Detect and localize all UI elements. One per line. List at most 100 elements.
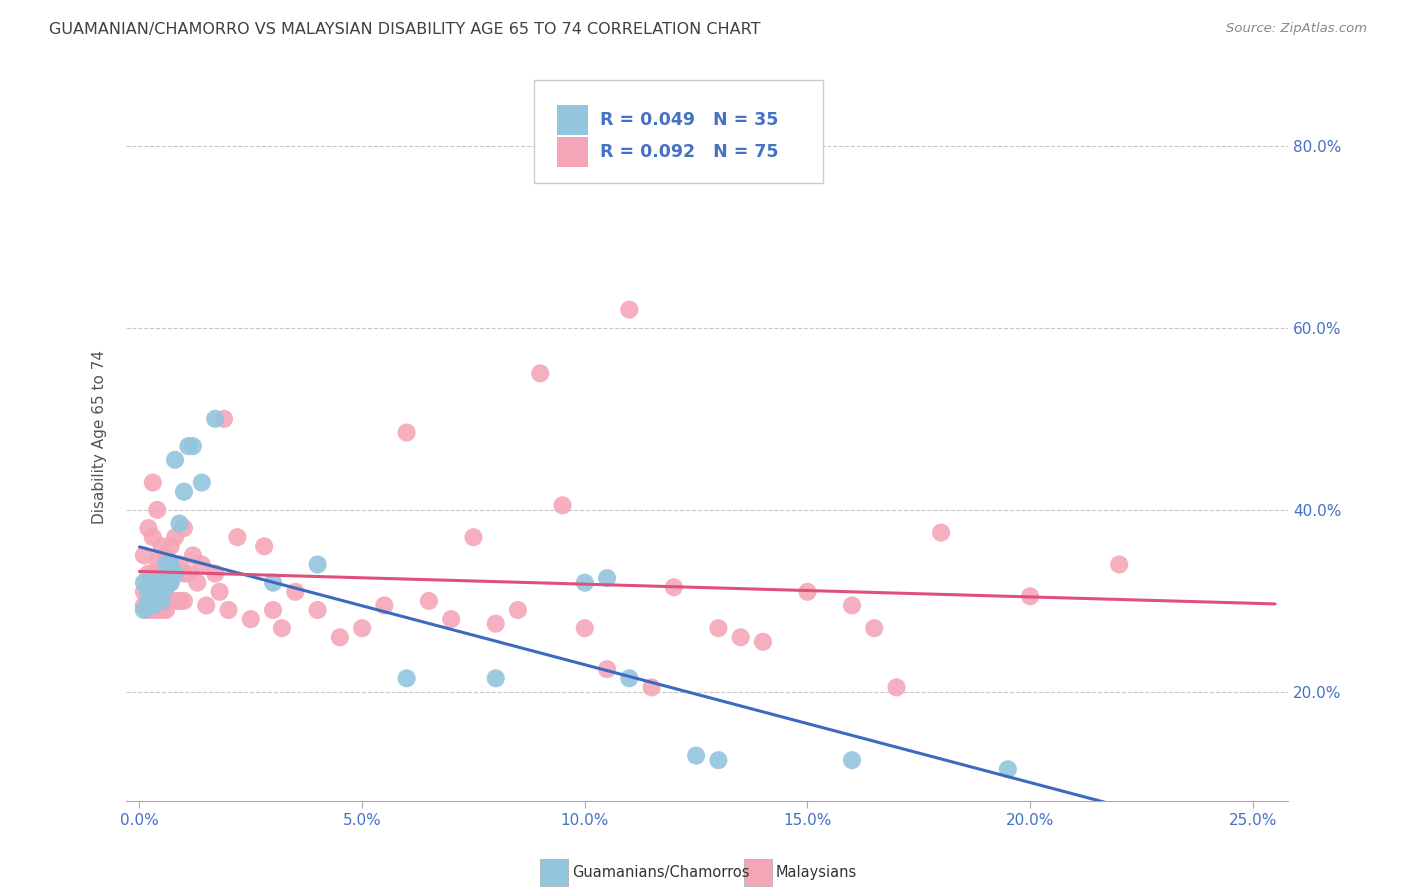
Point (640, 681, 662, 695)
Point (181, 439, 204, 453)
Point (440, 612, 463, 626)
Point (929, 525, 952, 540)
Point (177, 439, 200, 453)
Point (529, 367, 551, 381)
Point (271, 621, 294, 635)
Point (146, 603, 169, 617)
Point (155, 580, 177, 594)
Point (159, 558, 181, 572)
Point (142, 575, 165, 590)
Point (181, 549, 204, 563)
Point (730, 630, 752, 644)
Point (155, 549, 177, 563)
Point (159, 575, 181, 590)
Point (165, 566, 187, 581)
Point (142, 584, 165, 599)
Point (165, 594, 187, 608)
Point (204, 566, 226, 581)
Point (169, 516, 191, 531)
Point (146, 553, 169, 567)
Point (142, 603, 165, 617)
Point (138, 521, 160, 535)
Point (485, 616, 508, 631)
Point (150, 594, 173, 608)
Point (169, 558, 191, 572)
Point (863, 621, 886, 635)
Point (142, 566, 165, 581)
Point (752, 635, 775, 649)
Point (551, 499, 574, 513)
Point (150, 603, 173, 617)
Point (596, 571, 619, 585)
Point (395, 671, 418, 685)
Point (329, 630, 352, 644)
Point (150, 539, 173, 553)
Point (132, 575, 155, 590)
Point (841, 599, 863, 613)
Point (138, 584, 160, 599)
Point (155, 575, 177, 590)
Point (284, 584, 307, 599)
Point (146, 584, 169, 599)
Point (208, 584, 231, 599)
Text: Guamanians/Chamorros: Guamanians/Chamorros (572, 865, 749, 880)
Text: R = 0.092   N = 75: R = 0.092 N = 75 (600, 144, 779, 161)
Point (463, 530, 485, 544)
Point (574, 621, 596, 635)
Point (159, 539, 181, 553)
Point (395, 425, 418, 440)
Point (685, 748, 707, 763)
Point (262, 575, 284, 590)
Point (596, 662, 619, 676)
Point (485, 671, 508, 685)
Point (155, 558, 177, 572)
Point (165, 530, 187, 544)
Point (1019, 590, 1042, 604)
Point (159, 575, 181, 590)
Point (886, 681, 908, 695)
Point (218, 603, 240, 617)
Point (138, 566, 160, 581)
Point (177, 566, 200, 581)
Point (352, 621, 374, 635)
Point (142, 475, 165, 490)
Point (150, 580, 173, 594)
Point (173, 484, 195, 499)
Point (159, 594, 181, 608)
Point (226, 530, 249, 544)
Point (204, 412, 226, 426)
Point (146, 503, 169, 517)
Point (173, 566, 195, 581)
Point (155, 603, 177, 617)
Point (307, 603, 329, 617)
Point (574, 575, 596, 590)
Point (307, 558, 329, 572)
Point (165, 566, 187, 581)
Point (146, 594, 169, 608)
Point (796, 584, 818, 599)
Point (132, 599, 155, 613)
Point (150, 575, 173, 590)
Point (191, 558, 214, 572)
Point (132, 549, 155, 563)
Point (662, 580, 685, 594)
Point (373, 599, 395, 613)
Point (841, 753, 863, 767)
Text: R = 0.049   N = 35: R = 0.049 N = 35 (600, 112, 779, 129)
Point (138, 603, 160, 617)
Point (997, 762, 1019, 776)
Point (186, 575, 208, 590)
Point (169, 594, 191, 608)
Point (173, 594, 195, 608)
Point (138, 594, 160, 608)
Text: Source: ZipAtlas.com: Source: ZipAtlas.com (1226, 22, 1367, 36)
Point (138, 580, 160, 594)
Point (173, 521, 195, 535)
Text: GUAMANIAN/CHAMORRO VS MALAYSIAN DISABILITY AGE 65 TO 74 CORRELATION CHART: GUAMANIAN/CHAMORRO VS MALAYSIAN DISABILI… (49, 22, 761, 37)
Point (191, 475, 214, 490)
Text: Malaysians: Malaysians (776, 865, 858, 880)
Point (212, 412, 235, 426)
Point (142, 530, 165, 544)
Point (239, 612, 262, 626)
Point (1108, 558, 1130, 572)
